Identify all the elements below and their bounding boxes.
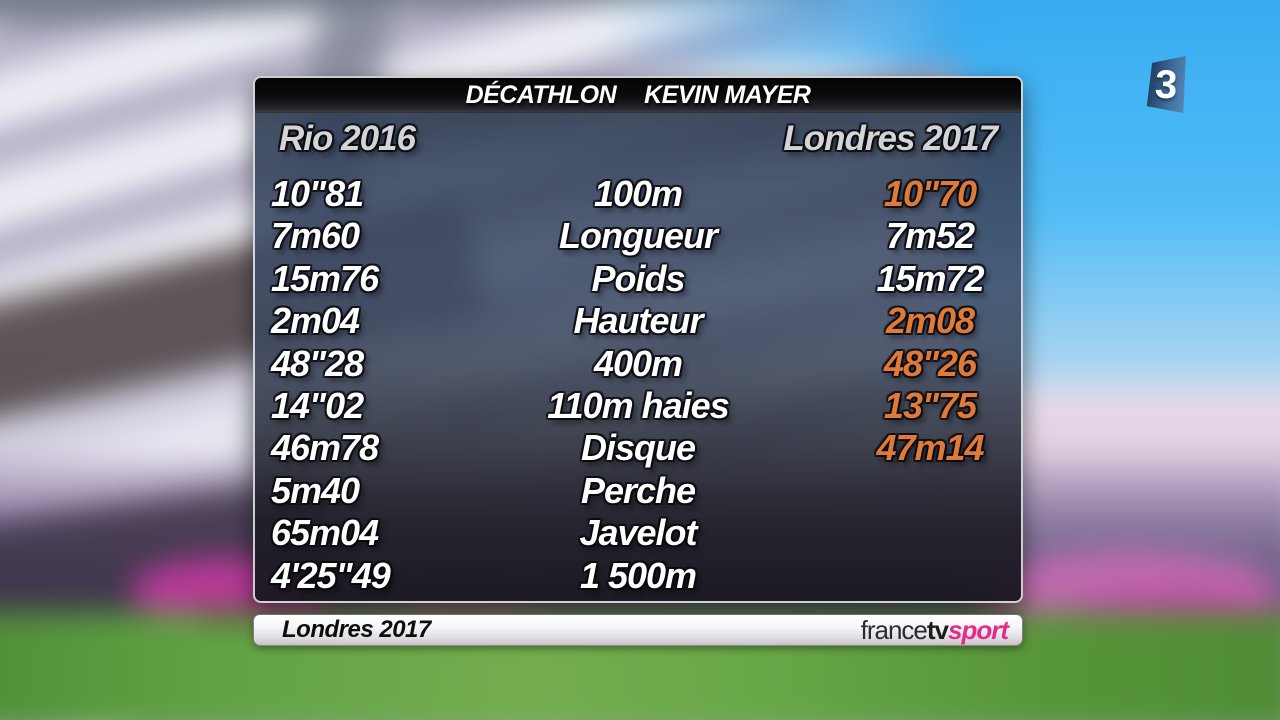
londres-value: 47m14 [876,427,984,469]
brand-sport: sport [948,614,1009,645]
event-label: 110m haies [547,384,729,426]
event-label: Poids [591,257,685,299]
rio-value: 15m76 [271,257,379,299]
londres-value: 2m08 [885,300,975,342]
event-label: 1 500m [579,554,697,596]
result-row: 48"28 400m 48"26 [255,343,1021,385]
column-headers: Rio 2016 Londres 2017 [255,113,1021,165]
result-row: 65m04 Javelot [255,512,1021,554]
londres-value: 10"70 [883,173,977,214]
londres-value: 13"75 [883,384,977,426]
event-label: Javelot [579,512,697,554]
result-row: 10"81 100m 10"70 [255,173,1021,215]
event-label: Longueur [559,215,718,257]
france3-logo-label: 3 [1154,61,1179,108]
londres-value: 15m72 [876,257,984,299]
francetvsport-logo: france tv sport [860,614,1009,646]
brand-tv: tv [926,614,949,645]
column-header-rio: Rio 2016 [279,119,416,158]
result-row: 46m78 Disque 47m14 [255,427,1021,469]
result-row: 4'25"49 1 500m [255,555,1021,597]
rio-value: 4'25"49 [271,554,391,596]
rio-value: 48"28 [271,342,364,384]
result-row: 15m76 Poids 15m72 [255,258,1021,300]
event-label: Hauteur [573,300,703,342]
footer-location: Londres 2017 [282,616,431,643]
event-label: Disque [580,427,696,469]
londres-value: 7m52 [885,215,975,257]
rio-value: 7m60 [271,215,360,257]
event-label: 400m [593,342,683,384]
rio-value: 46m78 [271,427,379,469]
brand-france: france [860,614,928,645]
event-label: Perche [580,469,696,511]
athlete-name: KEVIN MAYER [644,80,811,109]
rio-value: 65m04 [271,512,379,554]
event-title: DÉCATHLON [465,80,617,109]
result-row: 14"02 110m haies 13"75 [255,385,1021,427]
event-label: 100m [593,173,683,214]
results-panel: DÉCATHLON KEVIN MAYER Rio 2016 Londres 2… [253,76,1023,603]
bg-sky-fade [600,0,1030,70]
rio-value: 2m04 [271,300,360,342]
footer-bar: Londres 2017 france tv sport [253,614,1023,646]
rio-value: 10"81 [271,173,364,214]
rio-value: 14"02 [271,384,364,426]
result-row: 5m40 Perche [255,470,1021,512]
column-header-londres: Londres 2017 [783,119,998,158]
france3-logo: 3 [1146,56,1186,113]
result-row: 7m60 Longueur 7m52 [255,215,1021,257]
londres-value: 48"26 [883,342,977,384]
panel-header: DÉCATHLON KEVIN MAYER [255,78,1021,113]
result-row: 2m04 Hauteur 2m08 [255,300,1021,342]
results-rows: 10"81 100m 10"70 7m60 Longueur 7m52 15m7… [255,165,1021,597]
rio-value: 5m40 [271,469,360,511]
